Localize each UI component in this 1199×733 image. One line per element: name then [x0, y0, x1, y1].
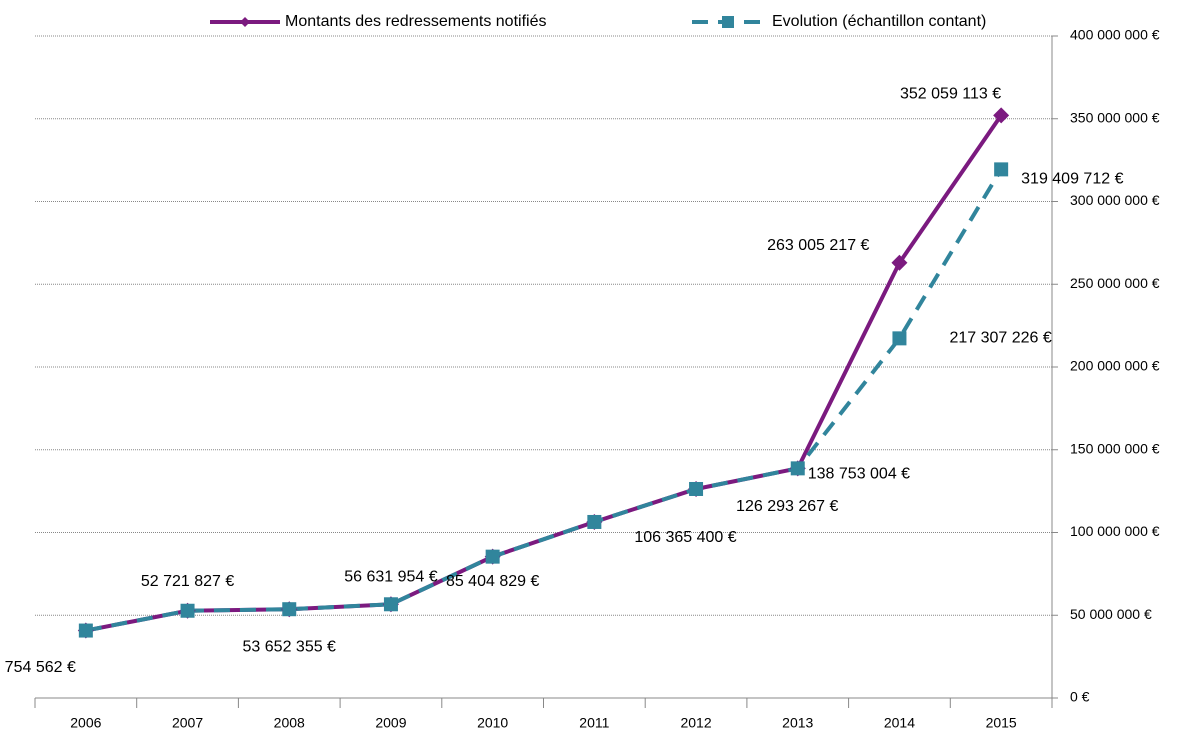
marker [689, 481, 704, 496]
y-tick-label: 100 000 000 € [1070, 523, 1160, 539]
marker [78, 623, 93, 638]
data-label: 217 307 226 € [949, 330, 1051, 347]
data-label: 126 293 267 € [736, 498, 838, 515]
x-tick-label: 2007 [172, 715, 203, 731]
x-tick-label: 2013 [782, 715, 813, 731]
x-tick-label: 2006 [70, 715, 101, 731]
y-tick-label: 250 000 000 € [1070, 275, 1160, 291]
legend-label: Montants des redressements notifiés [285, 13, 546, 30]
x-tick-label: 2015 [986, 715, 1017, 731]
data-label: 40 754 562 € [0, 659, 76, 676]
data-label: 319 409 712 € [1021, 171, 1123, 188]
x-tick-label: 2014 [884, 715, 915, 731]
legend-marker [240, 17, 250, 27]
data-label: 138 753 004 € [808, 466, 910, 483]
x-tick-label: 2009 [375, 715, 406, 731]
marker [790, 461, 805, 476]
series-line [85, 114, 1003, 633]
data-label: 106 365 400 € [634, 529, 736, 546]
data-label: 56 631 954 € [344, 568, 438, 585]
y-tick-label: 350 000 000 € [1070, 109, 1160, 125]
x-tick-label: 2008 [274, 715, 305, 731]
x-tick-label: 2012 [680, 715, 711, 731]
y-tick-label: 150 000 000 € [1070, 440, 1160, 456]
marker [282, 602, 297, 617]
marker [180, 603, 195, 618]
data-label: 263 005 217 € [767, 237, 869, 254]
data-label: 53 652 355 € [243, 638, 337, 655]
y-tick-label: 300 000 000 € [1070, 192, 1160, 208]
y-tick-label: 200 000 000 € [1070, 358, 1160, 374]
y-tick-label: 400 000 000 € [1070, 27, 1160, 43]
y-tick-label: 50 000 000 € [1070, 606, 1152, 622]
x-tick-label: 2010 [477, 715, 508, 731]
marker [994, 162, 1009, 177]
marker [383, 597, 398, 612]
marker [485, 549, 500, 564]
marker [993, 107, 1010, 124]
data-label: 85 404 829 € [446, 573, 540, 590]
legend-marker [722, 16, 734, 28]
y-tick-label: 0 € [1070, 689, 1090, 705]
marker [892, 331, 907, 346]
data-label: 352 059 113 € [900, 86, 1001, 103]
data-label: 52 721 827 € [141, 573, 235, 590]
x-tick-label: 2011 [579, 715, 609, 731]
marker [587, 514, 602, 529]
marker [891, 254, 908, 271]
series-line [85, 168, 1003, 633]
legend-label: Evolution (échantillon contant) [772, 13, 986, 30]
